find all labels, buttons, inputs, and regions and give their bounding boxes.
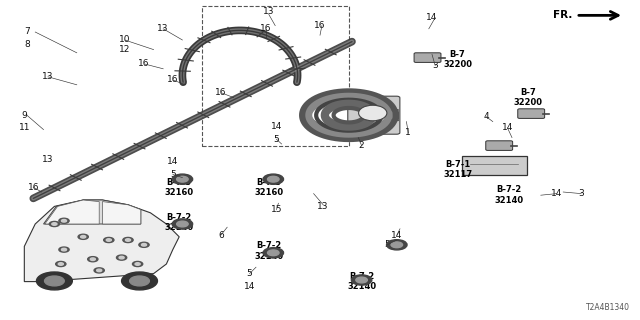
Circle shape — [52, 223, 57, 225]
Text: 16: 16 — [314, 21, 326, 30]
Text: 16: 16 — [167, 76, 179, 84]
Text: 5: 5 — [170, 170, 175, 179]
Circle shape — [263, 248, 284, 258]
Circle shape — [104, 237, 114, 243]
Polygon shape — [45, 200, 99, 224]
Text: 3: 3 — [433, 61, 438, 70]
Polygon shape — [44, 200, 141, 224]
Circle shape — [94, 268, 104, 273]
Text: B-7
32200: B-7 32200 — [513, 88, 543, 107]
Polygon shape — [24, 200, 179, 282]
Text: 10: 10 — [119, 36, 131, 44]
Text: 1: 1 — [406, 128, 411, 137]
Circle shape — [123, 237, 133, 243]
Text: B-7
32200: B-7 32200 — [443, 50, 472, 69]
Circle shape — [122, 272, 157, 290]
Circle shape — [141, 244, 147, 246]
Text: 16: 16 — [260, 24, 271, 33]
Text: 14: 14 — [391, 231, 403, 240]
Text: 5: 5 — [385, 240, 390, 249]
Text: 8: 8 — [24, 40, 29, 49]
Circle shape — [172, 219, 193, 229]
Circle shape — [177, 221, 188, 227]
Polygon shape — [102, 202, 141, 224]
Circle shape — [130, 276, 149, 286]
Circle shape — [268, 250, 279, 256]
Text: 14: 14 — [426, 13, 438, 22]
Text: 9: 9 — [22, 111, 27, 120]
Text: 13: 13 — [263, 7, 275, 16]
Text: B-7-2
32140: B-7-2 32140 — [494, 186, 524, 205]
Circle shape — [172, 174, 193, 184]
Text: 6: 6 — [218, 231, 223, 240]
Text: B-7-1
32117: B-7-1 32117 — [443, 160, 472, 179]
FancyBboxPatch shape — [518, 109, 545, 118]
Circle shape — [119, 256, 124, 259]
Circle shape — [56, 261, 66, 267]
Text: 16: 16 — [138, 60, 150, 68]
Ellipse shape — [358, 105, 387, 121]
Circle shape — [36, 272, 72, 290]
Circle shape — [116, 255, 127, 260]
Bar — [202, 6, 349, 146]
Text: 14: 14 — [167, 157, 179, 166]
Circle shape — [177, 176, 188, 182]
Circle shape — [61, 248, 67, 251]
Text: 5: 5 — [247, 269, 252, 278]
Circle shape — [97, 269, 102, 272]
Circle shape — [45, 276, 64, 286]
Text: 13: 13 — [157, 24, 169, 33]
Circle shape — [135, 263, 140, 265]
Circle shape — [90, 258, 95, 260]
Text: 16: 16 — [28, 183, 39, 192]
Circle shape — [61, 220, 67, 222]
FancyBboxPatch shape — [348, 96, 400, 134]
FancyBboxPatch shape — [462, 156, 527, 175]
Text: 16: 16 — [215, 88, 227, 97]
Text: T2A4B1340: T2A4B1340 — [586, 303, 630, 312]
Text: FR.: FR. — [554, 10, 573, 20]
Circle shape — [106, 239, 111, 241]
Text: 14: 14 — [271, 122, 282, 131]
Text: 2: 2 — [359, 141, 364, 150]
Text: 7: 7 — [24, 28, 29, 36]
Text: 4: 4 — [484, 112, 489, 121]
Text: 15: 15 — [271, 205, 282, 214]
Circle shape — [263, 174, 284, 184]
Text: B-7-2
32140: B-7-2 32140 — [254, 242, 284, 261]
Text: 5: 5 — [274, 135, 279, 144]
Text: 12: 12 — [119, 45, 131, 54]
Circle shape — [59, 218, 69, 223]
Circle shape — [387, 240, 407, 250]
Text: 3: 3 — [579, 189, 584, 198]
FancyBboxPatch shape — [414, 53, 441, 62]
Circle shape — [268, 176, 279, 182]
Circle shape — [49, 221, 60, 227]
Circle shape — [132, 261, 143, 267]
Text: 13: 13 — [42, 72, 54, 81]
Text: 13: 13 — [42, 156, 54, 164]
Circle shape — [356, 277, 367, 283]
Circle shape — [125, 239, 131, 241]
Circle shape — [58, 263, 63, 265]
Circle shape — [391, 242, 403, 248]
Text: 14: 14 — [244, 282, 255, 291]
Text: B-7-3
32160: B-7-3 32160 — [164, 178, 194, 197]
Text: B-7-3
32160: B-7-3 32160 — [254, 178, 284, 197]
FancyBboxPatch shape — [486, 141, 513, 150]
Text: 13: 13 — [317, 202, 329, 211]
Circle shape — [78, 234, 88, 239]
Text: 14: 14 — [551, 189, 563, 198]
Text: 11: 11 — [19, 124, 30, 132]
Circle shape — [139, 242, 149, 247]
Circle shape — [88, 257, 98, 262]
Circle shape — [81, 236, 86, 238]
Circle shape — [351, 275, 372, 285]
Text: B-7-2
32140: B-7-2 32140 — [347, 272, 376, 291]
Text: B-7-2
32140: B-7-2 32140 — [164, 213, 194, 232]
Text: 14: 14 — [502, 124, 513, 132]
Circle shape — [59, 247, 69, 252]
